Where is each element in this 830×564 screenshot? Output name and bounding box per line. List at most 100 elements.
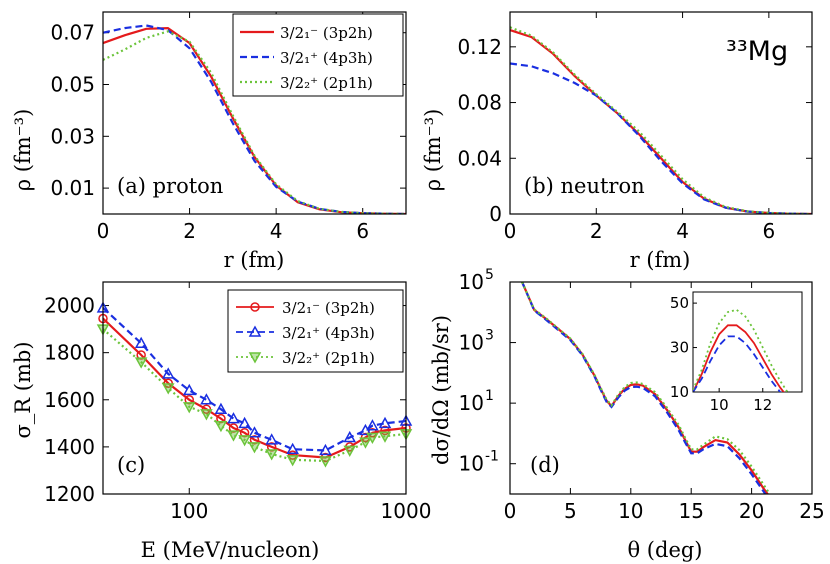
series-point-c-2-5	[214, 420, 228, 433]
ytick-label-c-2: 1600	[44, 388, 95, 412]
legend-a-item-2: 3/2₂⁺ (2p1h)	[280, 74, 373, 92]
series-point-c-1-3	[182, 383, 196, 396]
panel-d-label: (d)	[530, 453, 560, 477]
series-point-c-2-6	[227, 430, 240, 442]
inset-frame	[692, 291, 803, 393]
xtick-label-a-3: 6	[356, 219, 369, 243]
xtick-label-b-3: 6	[762, 219, 775, 243]
inset-xtick-label-0: 10	[710, 396, 729, 414]
panel-a-marks: 0 2 4 6 0.01 0.03 0.05 0.07	[50, 12, 406, 243]
ytick-label-d-0: 10	[459, 452, 484, 476]
xtick-label-c-0: 100	[170, 499, 208, 523]
panel-d-ylabel: dσ/dΩ (mb/sr)	[429, 315, 453, 465]
series-point-c-2-7	[238, 435, 251, 447]
series-point-c-2-14	[366, 432, 379, 445]
series-point-c-1-7	[238, 416, 251, 429]
legend-c-item-1: 3/2₁⁺ (4p3h)	[282, 324, 375, 342]
series-point-c-2-13	[359, 437, 372, 449]
panel-c-frame	[102, 281, 407, 495]
nucleus-label: ³³Mg	[726, 36, 788, 67]
series-point-c-1-6	[227, 412, 240, 424]
series-point-c-1-5	[214, 402, 228, 414]
series-point-c-1-4	[200, 393, 213, 405]
panel-a-xlabel: r (fm)	[224, 248, 285, 272]
inset-series-line-1	[693, 335, 782, 392]
legend-c-item-2: 3/2₂⁺ (2p1h)	[282, 349, 375, 367]
series-point-c-2-11	[319, 456, 332, 468]
panel-b-neutron-density: 0 2 4 6 0 0.04 0.08 0.12 (b) neutron r (fm) ρ (…	[421, 11, 813, 272]
series-point-c-0-15	[380, 425, 390, 436]
series-line-d-2	[521, 282, 771, 494]
series-point-c-1-12	[343, 430, 356, 443]
inset-ytick-label-2: 50	[670, 294, 689, 312]
panel-a-legend: 3/2₁⁻ (3p2h) 3/2₁⁺ (4p3h) 3/2₂⁺ (2p1h)	[232, 13, 404, 97]
legend-c-marker-0	[250, 302, 260, 312]
ytick-exp-d-0: -1	[485, 449, 499, 465]
legend-c-item-0: 3/2₁⁻ (3p2h)	[282, 299, 375, 317]
ytick-exp-d-2: 3	[485, 328, 494, 344]
ytick-label-a-3: 0.07	[50, 21, 95, 45]
series-point-c-2-10	[286, 455, 299, 467]
panel-a-proton-density: 0 2 4 6 0.01 0.03 0.05 0.07 (a) proton r (fm) ρ…	[11, 11, 407, 272]
panel-c-xlabel: E (MeV/nucleon)	[141, 538, 320, 562]
panel-b-ylabel: ρ (fm⁻³)	[421, 109, 445, 192]
series-point-c-1-11	[319, 443, 332, 456]
series-line-a-2	[103, 30, 406, 214]
inset-series-line-0	[693, 324, 785, 392]
xtick-label-d-5: 25	[799, 499, 824, 523]
panel-b-xlabel: r (fm)	[630, 248, 691, 272]
panel-b-frame	[509, 11, 813, 215]
legend-a-item-1: 3/2₁⁺ (4p3h)	[280, 49, 373, 67]
ytick-label-a-0: 0.01	[50, 176, 95, 200]
ytick-exp-d-3: 5	[485, 267, 494, 283]
series-point-c-0-6	[228, 423, 239, 433]
series-point-c-1-2	[161, 367, 175, 379]
series-line-a-1	[103, 24, 406, 214]
series-point-c-0-3	[184, 395, 195, 405]
xtick-label-c-1: 1000	[381, 499, 432, 523]
series-point-c-0-7	[239, 428, 250, 438]
series-point-c-2-1	[134, 357, 148, 369]
ytick-label-c-0: 1200	[44, 482, 95, 506]
ytick-label-a-1: 0.03	[50, 124, 95, 148]
series-point-c-2-2	[161, 383, 175, 395]
series-point-c-0-5	[216, 413, 226, 424]
panel-b-marks: 0 2 4 6 0 0.04 0.08 0.12	[457, 12, 812, 243]
xtick-label-a-0: 0	[97, 219, 110, 243]
panel-d-xlabel: θ (deg)	[627, 538, 702, 562]
series-point-c-2-15	[378, 431, 392, 443]
panel-c-reaction-cross-section: 100 1000 1200 1400 1600 1800 2000 (c) E (MeV/n…	[11, 281, 432, 562]
inset-ytick-label-0: 10	[670, 383, 689, 401]
ytick-label-b-0: 0	[489, 202, 502, 226]
series-point-c-0-8	[249, 435, 260, 445]
ytick-exp-d-1: 1	[485, 388, 494, 404]
series-point-c-1-14	[366, 419, 379, 431]
panel-d-frame	[509, 281, 813, 495]
series-point-c-2-9	[265, 449, 278, 461]
inset-series-line-2	[693, 308, 789, 392]
series-line-d-1	[521, 282, 767, 494]
inset-xtick-label-1: 12	[753, 396, 772, 414]
xtick-label-d-1: 5	[564, 499, 577, 523]
panel-c-legend: 3/2₁⁻ (3p2h) 3/2₁⁺ (4p3h) 3/2₂⁺ (2p1h)	[227, 289, 404, 373]
series-line-c-2	[103, 328, 406, 463]
ytick-label-c-4: 2000	[44, 294, 95, 318]
series-point-c-1-9	[265, 433, 278, 445]
xtick-label-b-2: 4	[676, 219, 689, 243]
panel-a-label: (a) proton	[117, 174, 223, 198]
xtick-label-b-1: 2	[590, 219, 603, 243]
series-line-c-0	[103, 317, 406, 459]
panel-a-frame	[102, 11, 407, 215]
legend-c-marker-1	[248, 325, 262, 337]
series-point-c-2-12	[343, 445, 356, 457]
series-point-c-2-3	[182, 402, 196, 414]
ytick-label-c-1: 1400	[44, 435, 95, 459]
series-point-c-1-10	[286, 442, 299, 454]
ytick-label-b-3: 0.12	[457, 35, 502, 59]
xtick-label-d-2: 10	[618, 499, 643, 523]
xtick-label-d-0: 0	[504, 499, 517, 523]
series-point-c-2-4	[200, 409, 213, 421]
panel-c-ylabel: σ_R (mb)	[11, 341, 35, 438]
panel-a-ylabel: ρ (fm⁻³)	[11, 109, 35, 192]
